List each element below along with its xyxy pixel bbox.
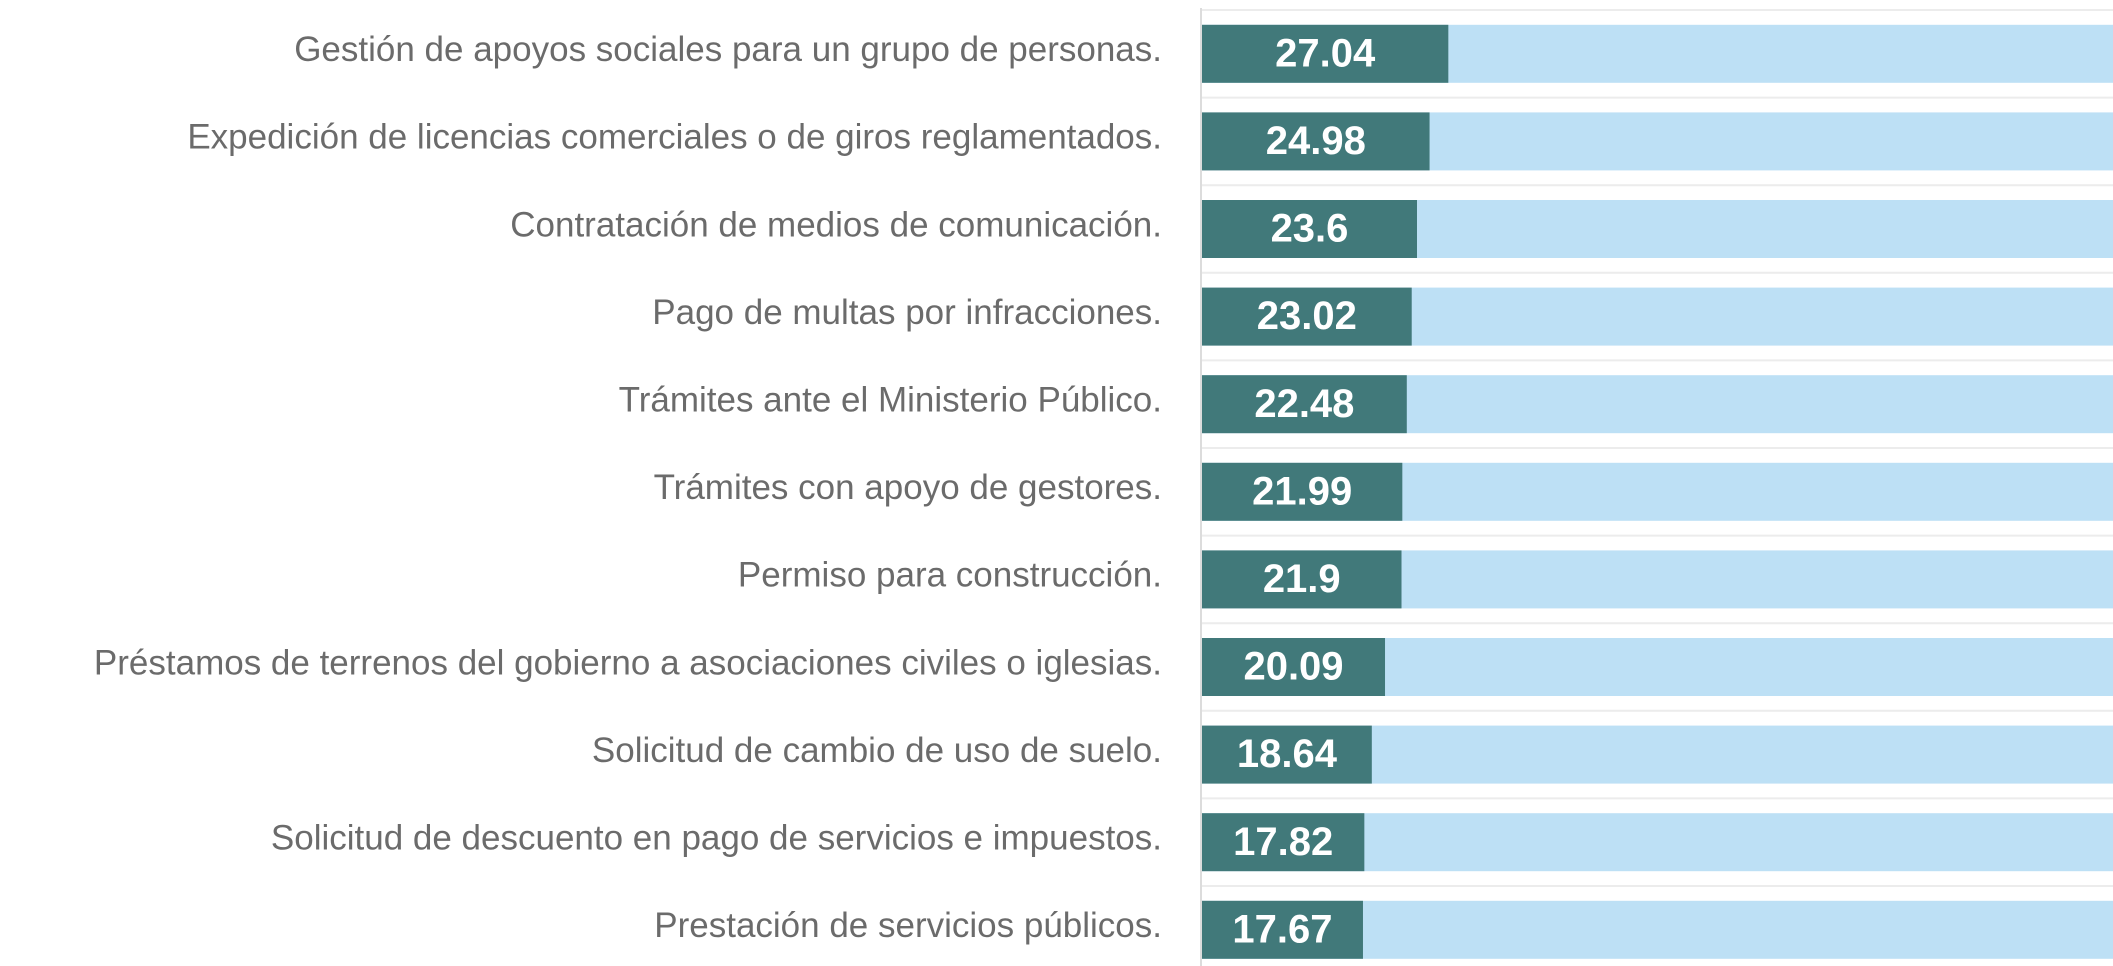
bar <box>1202 900 1363 959</box>
bar <box>1202 725 1372 784</box>
bar <box>1202 813 1365 872</box>
bar <box>1202 24 1449 83</box>
bar <box>1202 112 1430 171</box>
bar <box>1202 550 1402 609</box>
category-label: Contratación de medios de comunicación. <box>510 205 1162 244</box>
value-label: 21.99 <box>1252 469 1352 513</box>
category-label: Trámites con apoyo de gestores. <box>654 468 1162 507</box>
bar <box>1202 287 1412 346</box>
value-label: 23.6 <box>1271 207 1349 251</box>
category-label: Prestación de servicios públicos. <box>654 906 1162 945</box>
category-label: Gestión de apoyos sociales para un grupo… <box>294 30 1162 69</box>
value-label: 17.67 <box>1232 907 1332 951</box>
category-label: Solicitud de cambio de uso de suelo. <box>592 731 1162 770</box>
bar <box>1202 462 1403 521</box>
category-label: Expedición de licencias comerciales o de… <box>187 118 1162 157</box>
value-label: 21.9 <box>1263 557 1341 601</box>
category-label: Pago de multas por infracciones. <box>652 293 1162 332</box>
value-label: 23.02 <box>1257 294 1357 338</box>
value-label: 20.09 <box>1243 645 1343 689</box>
bar <box>1202 200 1417 258</box>
category-label: Préstamos de terrenos del gobierno a aso… <box>94 643 1162 682</box>
category-label: Trámites ante el Ministerio Público. <box>619 380 1162 419</box>
value-label: 27.04 <box>1275 31 1376 75</box>
category-label: Solicitud de descuento en pago de servic… <box>271 818 1162 857</box>
value-label: 18.64 <box>1237 732 1338 776</box>
value-label: 22.48 <box>1254 382 1354 426</box>
bar <box>1202 638 1386 696</box>
category-label: Permiso para construcción. <box>738 556 1162 595</box>
bar <box>1202 375 1407 434</box>
value-label: 24.98 <box>1266 119 1366 163</box>
value-label: 17.82 <box>1233 820 1333 864</box>
